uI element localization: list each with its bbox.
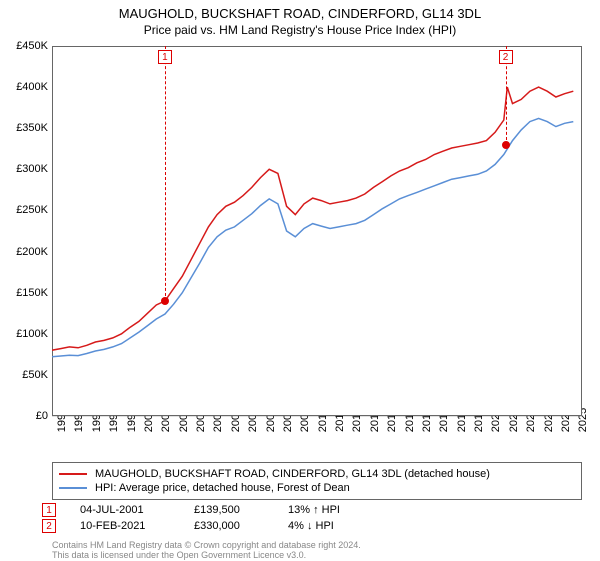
y-tick-label: £400K [0, 81, 48, 93]
footer-line-1: Contains HM Land Registry data © Crown c… [52, 540, 361, 550]
series-line [52, 118, 573, 356]
chart-subtitle: Price paid vs. HM Land Registry's House … [0, 21, 600, 41]
series-line [52, 87, 573, 350]
legend-item: MAUGHOLD, BUCKSHAFT ROAD, CINDERFORD, GL… [59, 467, 575, 481]
y-tick-label: £150K [0, 287, 48, 299]
y-tick-label: £450K [0, 40, 48, 52]
y-tick-label: £350K [0, 122, 48, 134]
marker-dot [161, 297, 169, 305]
marker-pct: 13% ↑ HPI [288, 504, 368, 516]
chart-title: MAUGHOLD, BUCKSHAFT ROAD, CINDERFORD, GL… [0, 0, 600, 21]
marker-price: £330,000 [194, 520, 264, 532]
legend-item: HPI: Average price, detached house, Fore… [59, 481, 575, 495]
y-tick-label: £250K [0, 204, 48, 216]
legend-swatch [59, 473, 87, 475]
legend-label: HPI: Average price, detached house, Fore… [95, 482, 350, 494]
marker-index: 2 [42, 519, 56, 533]
legend-label: MAUGHOLD, BUCKSHAFT ROAD, CINDERFORD, GL… [95, 468, 490, 480]
footer-line-2: This data is licensed under the Open Gov… [52, 550, 361, 560]
legend: MAUGHOLD, BUCKSHAFT ROAD, CINDERFORD, GL… [52, 462, 582, 500]
marker-index: 1 [42, 503, 56, 517]
marker-table-row: 1 04-JUL-2001 £139,500 13% ↑ HPI [42, 502, 368, 518]
y-tick-label: £100K [0, 328, 48, 340]
marker-table: 1 04-JUL-2001 £139,500 13% ↑ HPI 2 10-FEB-202… [42, 502, 368, 534]
line-series [52, 46, 582, 416]
chart-container: MAUGHOLD, BUCKSHAFT ROAD, CINDERFORD, GL… [0, 0, 600, 560]
marker-date: 10-FEB-2021 [80, 520, 170, 532]
footer-attribution: Contains HM Land Registry data © Crown c… [52, 540, 361, 561]
y-tick-label: £0 [0, 410, 48, 422]
marker-dot [502, 141, 510, 149]
marker-guideline [165, 46, 166, 301]
y-tick-label: £50K [0, 369, 48, 381]
y-tick-label: £300K [0, 163, 48, 175]
legend-swatch [59, 487, 87, 489]
marker-flag: 1 [158, 50, 172, 64]
y-tick-label: £200K [0, 246, 48, 258]
marker-pct: 4% ↓ HPI [288, 520, 368, 532]
marker-price: £139,500 [194, 504, 264, 516]
marker-date: 04-JUL-2001 [80, 504, 170, 516]
marker-table-row: 2 10-FEB-2021 £330,000 4% ↓ HPI [42, 518, 368, 534]
marker-flag: 2 [499, 50, 513, 64]
